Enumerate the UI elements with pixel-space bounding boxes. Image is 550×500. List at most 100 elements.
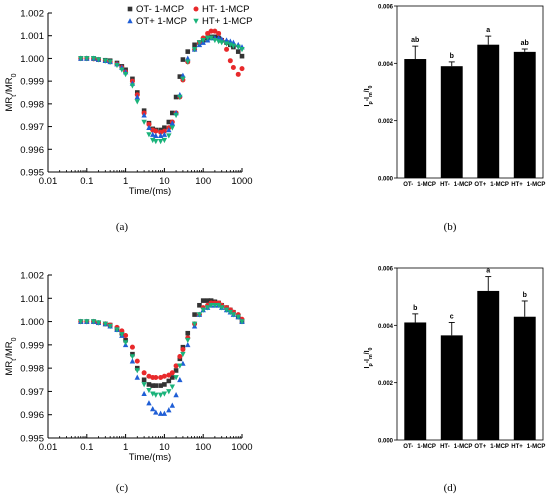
plot-frame	[396, 5, 544, 179]
data-point	[235, 314, 241, 320]
data-point	[129, 344, 135, 350]
data-point	[239, 53, 245, 59]
x-tick-label-group: OT+	[474, 444, 486, 450]
data-point	[230, 43, 237, 49]
x-tick-label-group: OT+	[474, 182, 486, 188]
data-point	[102, 58, 109, 64]
data-point	[204, 305, 211, 311]
data-point	[141, 370, 147, 376]
data-point	[192, 42, 197, 48]
data-point	[169, 402, 176, 408]
data-point	[122, 72, 129, 78]
x-tick-label: 0.1	[80, 176, 93, 187]
chart-a: 0.995 0.996 0.997 0.998 0.999 1.000 1.001 1.002…	[4, 4, 253, 197]
data-point	[227, 58, 233, 64]
data-point	[180, 76, 186, 82]
significance-letter: b	[450, 53, 454, 60]
data-point	[170, 375, 175, 380]
data-point	[208, 28, 214, 34]
y-axis-title: MRt/MR0	[4, 337, 18, 375]
y-tick-label: 0.006	[378, 5, 394, 11]
bar	[477, 44, 500, 179]
series-4	[78, 302, 245, 398]
y-tick-label: 0.004	[378, 62, 394, 68]
series-1	[78, 34, 245, 133]
bar	[477, 290, 500, 440]
data-point	[208, 302, 214, 309]
data-point	[90, 56, 97, 62]
data-point	[235, 44, 241, 50]
data-point	[169, 125, 176, 131]
data-point	[84, 319, 90, 325]
data-point	[166, 389, 172, 395]
data-point	[227, 38, 234, 44]
data-point	[158, 383, 163, 388]
data-point	[212, 28, 218, 34]
x-tick-label: 0.01	[39, 176, 58, 187]
data-point	[123, 337, 128, 343]
data-point	[185, 55, 191, 61]
bar	[440, 335, 463, 440]
data-point	[180, 347, 186, 353]
data-point	[235, 49, 241, 54]
legend-marker	[193, 6, 199, 12]
plot-frame	[396, 267, 544, 441]
legend-marker	[193, 18, 199, 24]
data-point	[153, 139, 159, 145]
data-point	[153, 383, 159, 388]
data-point	[169, 120, 176, 126]
data-point	[219, 40, 225, 46]
data-point	[196, 312, 203, 318]
chart-b: 0.000 0.002 0.004 0.006 Ip-Im/I0 ab OT- 1-MCP b H…	[364, 5, 545, 189]
data-point	[161, 131, 168, 137]
data-point	[180, 351, 186, 358]
y-axis-title: Ip-Im/I0	[364, 347, 374, 368]
data-point	[114, 327, 120, 333]
data-point	[134, 374, 140, 380]
bar	[440, 66, 463, 178]
legend-entry: HT- 1-MCP	[202, 4, 250, 15]
panel-label-b: (b)	[444, 221, 457, 233]
x-tick-label-group: HT+	[511, 182, 523, 188]
y-axis-title: MRt/MR0	[4, 73, 18, 111]
data-point	[141, 377, 147, 383]
data-point	[173, 94, 179, 100]
data-point	[223, 37, 230, 43]
data-point	[239, 47, 245, 53]
data-point	[153, 132, 159, 138]
y-tick-label: 0.006	[378, 267, 394, 273]
bar	[513, 316, 536, 440]
data-point	[161, 410, 168, 416]
data-point	[170, 110, 175, 116]
data-point	[169, 370, 175, 376]
x-tick-label-treatment: 1-MCP	[417, 182, 436, 188]
y-tick-label: 0.000	[378, 439, 394, 445]
data-point	[123, 333, 129, 339]
y-tick-label: 0.002	[378, 381, 394, 387]
data-point	[78, 319, 84, 325]
x-tick-label-treatment: 1-MCP	[417, 444, 436, 450]
data-point	[173, 392, 179, 398]
data-point	[153, 392, 159, 398]
data-point	[196, 40, 203, 46]
x-tick-label-group: OT-	[403, 182, 413, 188]
x-tick-label-treatment: 1-MCP	[527, 182, 546, 188]
x-tick-label: 100	[195, 176, 211, 187]
panel-label-d: (d)	[444, 482, 457, 494]
y-tick-label: 0.004	[378, 324, 394, 330]
data-point	[223, 307, 230, 313]
data-point	[180, 57, 186, 62]
bar	[513, 51, 536, 178]
data-point	[119, 67, 125, 73]
series-2	[78, 300, 245, 380]
x-tick-label-treatment: 1-MCP	[527, 444, 546, 450]
data-point	[230, 65, 236, 71]
data-point	[146, 382, 152, 387]
data-point	[141, 119, 147, 125]
significance-letter: b	[413, 305, 417, 312]
legend-entry: OT+ 1-MCP	[136, 16, 187, 27]
bar	[404, 59, 427, 178]
x-axis-title: Time/(ms)	[129, 186, 171, 197]
data-point	[162, 382, 167, 387]
x-tick-label: 1	[123, 442, 128, 453]
